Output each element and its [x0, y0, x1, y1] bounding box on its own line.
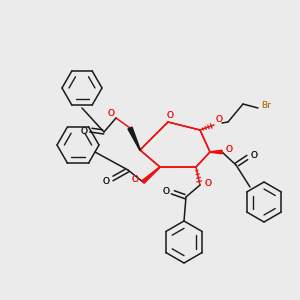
Polygon shape: [142, 167, 160, 183]
Text: O: O: [250, 152, 257, 160]
Text: O: O: [205, 178, 212, 188]
Text: Br: Br: [261, 101, 271, 110]
Polygon shape: [210, 150, 222, 154]
Text: O: O: [80, 128, 88, 136]
Text: O: O: [226, 146, 232, 154]
Text: O: O: [163, 187, 170, 196]
Text: O: O: [226, 146, 232, 154]
Text: O: O: [103, 178, 110, 187]
Text: O: O: [103, 178, 110, 187]
Text: O: O: [163, 187, 170, 196]
Text: O: O: [205, 178, 212, 188]
Text: Br: Br: [261, 101, 271, 110]
Text: O: O: [107, 109, 115, 118]
Text: O: O: [250, 152, 257, 160]
Text: O: O: [107, 109, 115, 118]
Text: O: O: [131, 176, 139, 184]
Polygon shape: [128, 127, 140, 150]
Text: O: O: [131, 176, 139, 184]
Text: O: O: [167, 110, 173, 119]
Text: O: O: [215, 116, 223, 124]
Text: O: O: [167, 110, 173, 119]
Text: O: O: [215, 116, 223, 124]
Text: O: O: [80, 128, 88, 136]
